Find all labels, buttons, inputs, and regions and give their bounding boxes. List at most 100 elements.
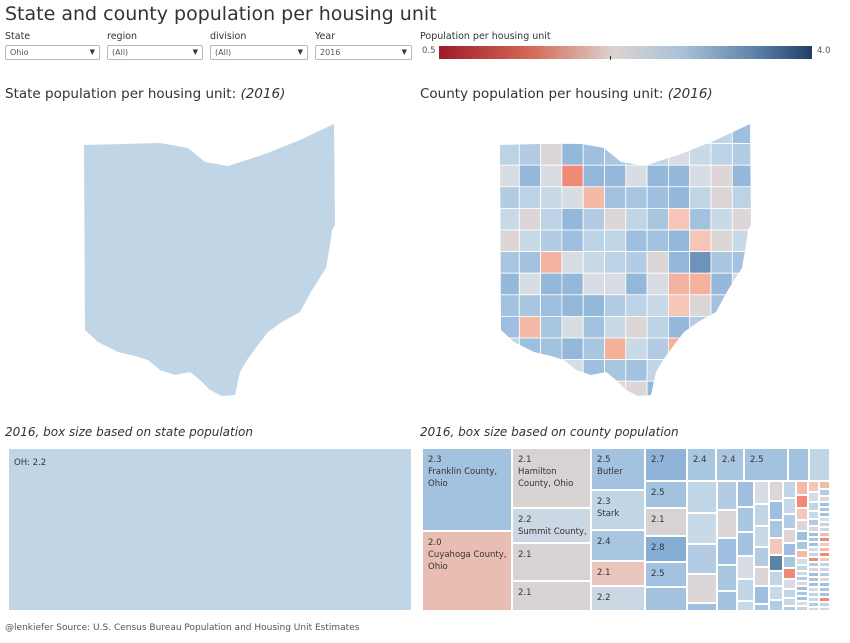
treemap-cell[interactable]: [754, 604, 769, 611]
treemap-cell[interactable]: [808, 577, 819, 582]
county-cell[interactable]: [646, 337, 669, 361]
county-cell[interactable]: [604, 207, 627, 231]
treemap-cell[interactable]: [808, 537, 819, 542]
county-cell[interactable]: [518, 272, 541, 296]
treemap-cell-stark[interactable]: 2.3 Stark: [591, 490, 645, 530]
county-cell[interactable]: [689, 122, 712, 145]
treemap-cell[interactable]: [808, 552, 819, 557]
county-cell[interactable]: [668, 164, 691, 188]
treemap-cell[interactable]: 2.2: [591, 586, 645, 611]
county-cell[interactable]: [582, 272, 605, 296]
county-cell[interactable]: [604, 251, 627, 274]
county-cell[interactable]: [582, 122, 605, 145]
treemap-cell[interactable]: [687, 481, 717, 513]
county-cell[interactable]: [518, 251, 541, 274]
treemap-cell[interactable]: 2.4: [591, 530, 645, 561]
county-cell[interactable]: [518, 164, 541, 188]
treemap-cell[interactable]: [819, 552, 830, 557]
county-cell[interactable]: [540, 294, 563, 317]
county-cell[interactable]: [646, 186, 669, 209]
treemap-cell[interactable]: [819, 582, 830, 587]
treemap-cell-butler[interactable]: 2.5 Butler: [591, 448, 645, 490]
county-cell[interactable]: [689, 164, 712, 188]
county-cell[interactable]: [646, 229, 669, 253]
treemap-cell[interactable]: 2.5: [645, 481, 687, 508]
county-cell[interactable]: [582, 337, 605, 361]
treemap-cell[interactable]: [796, 531, 808, 541]
treemap-cell[interactable]: [737, 601, 754, 611]
county-cell[interactable]: [625, 294, 648, 317]
treemap-cell[interactable]: [808, 607, 819, 611]
county-cell[interactable]: [582, 164, 605, 188]
treemap-cell[interactable]: [808, 547, 819, 552]
county-cell[interactable]: [646, 294, 669, 317]
county-cell[interactable]: [625, 229, 648, 253]
treemap-cell[interactable]: [796, 481, 808, 495]
treemap-cell[interactable]: [687, 603, 717, 611]
treemap-cell[interactable]: [808, 511, 819, 519]
county-cell[interactable]: [668, 207, 691, 231]
county-cell[interactable]: [731, 229, 753, 253]
county-cell[interactable]: [561, 294, 584, 317]
treemap-cell[interactable]: [808, 587, 819, 592]
treemap-cell[interactable]: 2.4: [687, 448, 716, 481]
county-cells[interactable]: [498, 122, 754, 403]
treemap-cell[interactable]: [819, 537, 830, 542]
treemap-cell[interactable]: [717, 591, 737, 611]
county-cell[interactable]: [518, 229, 541, 253]
treemap-cell-franklin[interactable]: 2.3 Franklin County, Ohio: [422, 448, 512, 531]
county-cell[interactable]: [518, 186, 541, 209]
treemap-cell[interactable]: [819, 567, 830, 572]
county-cell[interactable]: [518, 359, 541, 382]
treemap-cell-summit[interactable]: 2.2 Summit County,: [512, 508, 591, 543]
treemap-cell[interactable]: [808, 572, 819, 577]
treemap-cell[interactable]: [783, 579, 796, 589]
treemap-cell[interactable]: [796, 495, 808, 508]
treemap-cell[interactable]: [808, 597, 819, 602]
county-cell[interactable]: [710, 229, 733, 253]
treemap-cell[interactable]: [783, 481, 796, 498]
county-cell[interactable]: [710, 251, 733, 274]
treemap-cell[interactable]: [819, 542, 830, 547]
treemap-cell[interactable]: 2.7: [645, 448, 687, 481]
county-cell[interactable]: [668, 251, 691, 274]
county-cell[interactable]: [498, 229, 520, 253]
county-cell[interactable]: [625, 337, 648, 361]
county-cell[interactable]: [731, 122, 753, 145]
county-cell[interactable]: [689, 251, 712, 274]
treemap-cell[interactable]: [783, 589, 796, 598]
county-cell[interactable]: [731, 143, 753, 166]
state-treemap-box[interactable]: OH: 2.2: [8, 448, 412, 611]
state-filter[interactable]: State Ohio ▼: [5, 31, 100, 60]
ohio-state-shape[interactable]: [84, 124, 335, 396]
treemap-cell[interactable]: [819, 532, 830, 537]
year-dropdown[interactable]: 2016 ▼: [315, 45, 412, 60]
county-cell[interactable]: [689, 337, 712, 361]
treemap-cell[interactable]: [819, 562, 830, 567]
county-cell[interactable]: [710, 359, 733, 382]
county-cell[interactable]: [540, 272, 563, 296]
county-cell[interactable]: [689, 207, 712, 231]
state-dropdown[interactable]: Ohio ▼: [5, 45, 100, 60]
county-cell[interactable]: [561, 122, 584, 145]
treemap-cell[interactable]: [796, 581, 808, 586]
county-cell[interactable]: [540, 229, 563, 253]
treemap-cell[interactable]: [819, 496, 830, 502]
county-cell[interactable]: [540, 122, 563, 145]
county-cell[interactable]: [518, 380, 541, 403]
treemap-cell[interactable]: [796, 550, 808, 558]
county-cell[interactable]: [625, 359, 648, 382]
division-dropdown[interactable]: (All) ▼: [210, 45, 308, 60]
county-cell[interactable]: [668, 186, 691, 209]
treemap-cell[interactable]: [796, 576, 808, 581]
county-cell[interactable]: [582, 143, 605, 166]
county-cell[interactable]: [540, 315, 563, 339]
county-cell[interactable]: [731, 294, 753, 317]
treemap-cell[interactable]: [783, 556, 796, 568]
treemap-cell[interactable]: [737, 579, 754, 601]
county-cell[interactable]: [625, 186, 648, 209]
treemap-cell[interactable]: [819, 507, 830, 512]
treemap-cell[interactable]: [737, 556, 754, 579]
county-cell[interactable]: [518, 122, 541, 145]
county-cell[interactable]: [604, 315, 627, 339]
